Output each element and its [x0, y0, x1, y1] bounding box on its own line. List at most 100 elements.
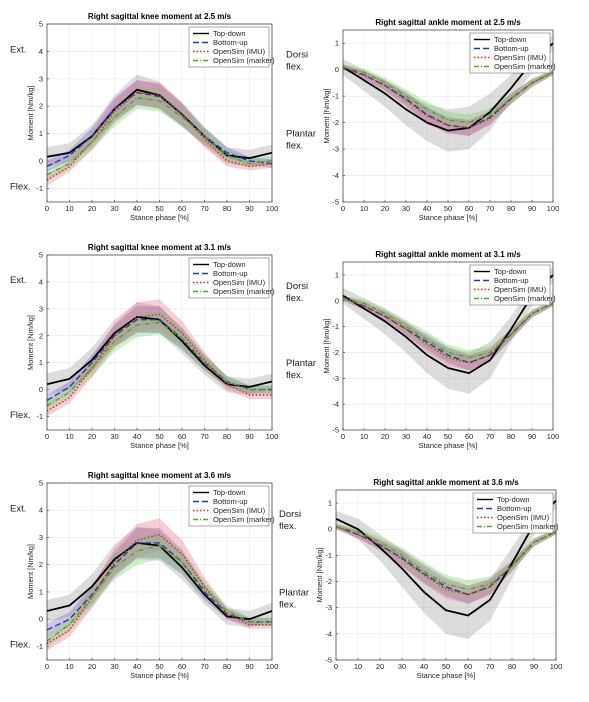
x-tick-label: 40: [133, 662, 141, 671]
legend-label: Top-down: [213, 260, 246, 269]
x-tick-label: 20: [376, 662, 384, 671]
series-line: [342, 42, 554, 132]
x-tick-label: 100: [266, 204, 279, 213]
series-line: [46, 544, 272, 642]
annotation: Ext.: [10, 503, 26, 514]
x-tick-label: 50: [444, 204, 452, 213]
legend-label: Top-down: [213, 488, 246, 497]
y-tick-label: 1: [335, 270, 339, 279]
annotation: flex.: [279, 599, 296, 610]
x-tick-label: 50: [155, 662, 163, 671]
x-tick-label: 0: [45, 432, 49, 441]
y-tick-label: 4: [39, 506, 43, 515]
x-tick-label: 20: [381, 204, 389, 213]
annotation: Plantar: [286, 129, 316, 140]
legend-label: OpenSim (IMU): [213, 47, 266, 56]
sd-band: [343, 64, 553, 136]
x-tick-label: 20: [381, 432, 389, 441]
annotation: flex.: [286, 62, 303, 73]
x-tick-label: 60: [465, 204, 473, 213]
annotation: flex.: [279, 521, 296, 532]
series-line: [342, 297, 554, 359]
x-tick-label: 80: [507, 204, 515, 213]
chart-title: Right sagittal knee moment at 3.6 m/s: [88, 471, 232, 480]
series-line: [342, 66, 554, 124]
x-tick-label: 100: [547, 204, 560, 213]
legend-label: OpenSim (IMU): [213, 278, 266, 287]
y-axis-label: Moment [Nm/kg]: [315, 547, 324, 602]
series-line: [46, 534, 272, 645]
x-tick-label: 70: [200, 432, 208, 441]
x-tick-label: 90: [245, 432, 253, 441]
y-axis-label: Moment [Nm/kg]: [26, 544, 35, 599]
x-axis-label: Stance phase [%]: [419, 213, 478, 222]
sd-band: [343, 64, 553, 136]
y-tick-label: 1: [39, 129, 43, 138]
legend-label: Bottom-up: [497, 504, 532, 513]
annotation: Flex.: [10, 640, 31, 651]
y-axis-label: Moment [Nm/kg]: [26, 315, 35, 370]
sd-band: [47, 74, 272, 167]
y-tick-label: -5: [332, 426, 339, 435]
legend-label: OpenSim (marker): [497, 522, 559, 531]
x-tick-label: 100: [266, 432, 279, 441]
x-tick-label: 40: [420, 662, 428, 671]
sd-band: [343, 64, 553, 131]
chart-title: Right sagittal ankle moment at 2.5 m/s: [375, 18, 521, 27]
annotation: Dorsi: [279, 509, 301, 520]
legend-label: Bottom-up: [213, 38, 248, 47]
series-line: [342, 297, 554, 364]
x-tick-label: 20: [88, 432, 96, 441]
y-tick-label: -4: [332, 171, 339, 180]
x-tick-label: 20: [88, 204, 96, 213]
y-tick-label: 1: [335, 39, 339, 48]
x-tick-label: 10: [65, 662, 73, 671]
y-tick-label: 0: [328, 525, 332, 534]
y-tick-label: 0: [335, 296, 339, 305]
x-tick-label: 60: [465, 432, 473, 441]
y-tick-label: 0: [335, 65, 339, 74]
x-tick-label: 10: [360, 432, 368, 441]
legend-label: Top-down: [497, 495, 530, 504]
x-tick-label: 60: [178, 662, 186, 671]
annotation: Plantar: [279, 587, 309, 598]
x-axis-label: Stance phase [%]: [419, 441, 478, 450]
x-tick-label: 40: [133, 432, 141, 441]
y-tick-label: 2: [39, 102, 43, 111]
legend-label: Top-down: [494, 35, 527, 44]
x-tick-label: 60: [464, 662, 472, 671]
x-tick-label: 70: [486, 204, 494, 213]
chart-panel: 0 10 20 30 40 50 60 70 80 90 100 -1 0 1 2 3 4 5 Right sagi…: [10, 471, 278, 680]
sd-band: [47, 80, 272, 172]
y-axis-label: Moment [Nm/kg]: [322, 318, 331, 373]
y-tick-label: 0: [39, 156, 43, 165]
series-line: [335, 525, 557, 596]
x-tick-label: 0: [334, 662, 338, 671]
y-tick-label: 5: [39, 479, 43, 488]
x-tick-label: 0: [45, 662, 49, 671]
x-tick-label: 80: [508, 662, 516, 671]
x-axis-label: Stance phase [%]: [417, 671, 476, 680]
sd-band: [47, 526, 272, 628]
x-tick-label: 30: [110, 662, 118, 671]
x-tick-label: 80: [223, 432, 231, 441]
x-tick-label: 50: [155, 204, 163, 213]
y-tick-label: -1: [325, 551, 332, 560]
y-tick-label: -1: [36, 642, 43, 651]
x-tick-label: 90: [530, 662, 538, 671]
series-line: [46, 313, 272, 412]
annotation: Flex.: [10, 182, 31, 193]
legend-label: OpenSim (marker): [494, 62, 556, 71]
chart-title: Right sagittal ankle moment at 3.1 m/s: [375, 250, 521, 259]
x-tick-label: 100: [266, 662, 279, 671]
series-line: [46, 91, 273, 168]
annotation: Dorsi: [286, 50, 308, 61]
y-tick-label: -1: [36, 184, 43, 193]
legend-label: Bottom-up: [494, 276, 529, 285]
annotation: flex.: [286, 141, 303, 152]
plot-frame: [46, 254, 273, 431]
y-tick-label: 1: [39, 358, 43, 367]
x-tick-label: 80: [507, 432, 515, 441]
